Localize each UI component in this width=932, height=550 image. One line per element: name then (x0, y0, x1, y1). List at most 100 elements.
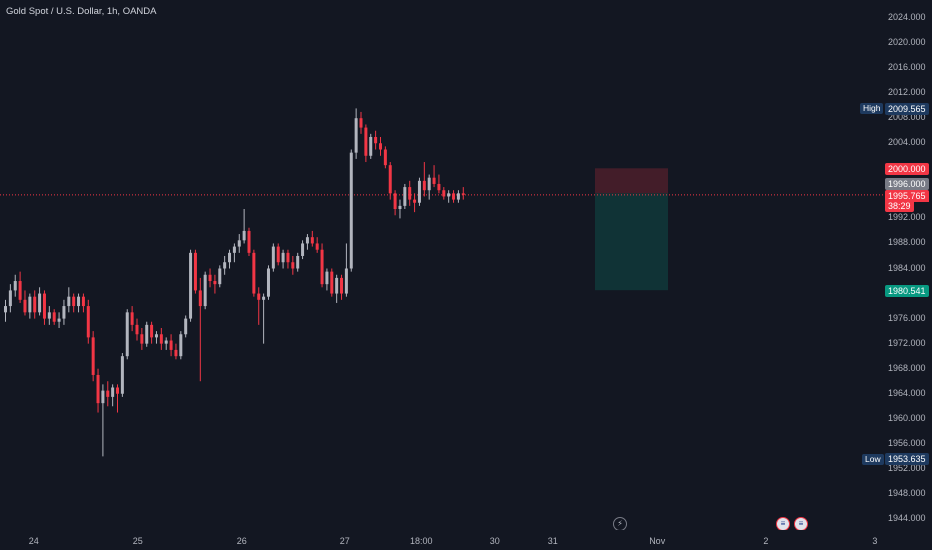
us-flag-icon[interactable]: ≡ (776, 517, 790, 530)
candle-body (417, 180, 421, 203)
candle-body (237, 240, 241, 247)
candle-body (437, 183, 441, 191)
candle-body (77, 296, 81, 307)
candle-body (184, 318, 188, 335)
price-tick-label: 1960.000 (888, 412, 926, 423)
time-tick-label: 30 (489, 536, 500, 546)
candle-body (447, 193, 451, 197)
candle-body (359, 118, 363, 128)
candle-body (413, 199, 417, 203)
candle-body (38, 293, 42, 313)
candle-body (305, 237, 309, 244)
candle-body (145, 324, 149, 344)
candle-body (96, 374, 100, 404)
candle-body (150, 324, 154, 338)
time-axis[interactable]: 24 25 26 27 18:00 30 31 Nov 2 3 (0, 530, 883, 550)
candle-body (33, 296, 37, 313)
candle-body (228, 252, 232, 263)
candle-body (257, 293, 261, 300)
candle-body (86, 306, 90, 338)
candle-body (47, 312, 51, 319)
symbol-legend[interactable]: Gold Spot / U.S. Dollar, 1h, OANDA (6, 6, 157, 17)
high-label: High (860, 103, 884, 114)
price-tick-label: 1948.000 (888, 487, 926, 498)
take-profit-price-tag: 1980.541 (885, 285, 929, 297)
candle-body (164, 340, 168, 344)
candle-body (364, 127, 368, 156)
candle-body (91, 337, 95, 375)
candle-body (111, 387, 115, 397)
candle-body (106, 390, 110, 397)
candle-body (213, 281, 217, 285)
candle-body (125, 312, 129, 357)
entry-price-tag: 1996.000 (885, 178, 929, 190)
candle-body (393, 193, 397, 210)
candle-body (223, 262, 227, 269)
candle-body (335, 277, 339, 294)
time-tick-label: 3 (872, 536, 878, 546)
candle-body (81, 296, 85, 307)
candle-body (271, 246, 275, 269)
candle-body (140, 334, 144, 344)
candle-body (28, 296, 32, 313)
chart-canvas[interactable] (0, 0, 883, 530)
price-tick-label: 2004.000 (888, 137, 926, 148)
bar-countdown: 38:29 (885, 200, 914, 212)
price-tick-label: 1964.000 (888, 387, 926, 398)
price-tick-label: 1956.000 (888, 437, 926, 448)
candle-body (281, 252, 285, 263)
candle-body (18, 281, 22, 300)
high-price-tag: 2009.565 (885, 103, 929, 115)
candle-body (208, 274, 212, 282)
candle-body (242, 230, 246, 241)
candle-body (203, 274, 207, 307)
candle-body (266, 268, 270, 297)
us-flag-icon[interactable]: ≡ (794, 517, 808, 530)
time-tick-label: 2 (763, 536, 769, 546)
candle-body (262, 296, 266, 300)
candle-body (67, 296, 71, 307)
price-tick-label: 2012.000 (888, 87, 926, 98)
candle-body (325, 271, 329, 285)
candle-body (232, 246, 236, 253)
price-tick-label: 1992.000 (888, 212, 926, 223)
candle-body (120, 356, 124, 394)
candle-body (189, 252, 193, 319)
candle-body (340, 277, 344, 294)
candle-body (13, 281, 17, 291)
price-tick-label: 1972.000 (888, 337, 926, 348)
candle-body (57, 318, 61, 322)
time-tick-label: 31 (547, 536, 558, 546)
candle-body (193, 252, 197, 291)
candle-body (174, 349, 178, 357)
chart-pane[interactable]: Gold Spot / U.S. Dollar, 1h, OANDA ⚡ ≡ ≡ (0, 0, 883, 530)
candle-body (252, 252, 256, 294)
price-axis[interactable]: 2024.000 2020.000 2016.000 2012.000 2008.000… (883, 0, 932, 550)
candle-body (310, 237, 314, 244)
candle-body (169, 340, 173, 350)
candle-body (218, 268, 222, 285)
lightning-icon[interactable]: ⚡ (613, 517, 627, 530)
candle-body (23, 299, 27, 313)
candle-body (135, 324, 139, 335)
stop-loss-zone (595, 168, 668, 194)
candle-body (383, 149, 387, 166)
time-tick-label: 18:00 (410, 536, 433, 546)
price-tick-label: 2008.000 (888, 112, 926, 123)
candle-body (369, 136, 373, 156)
candle-body (422, 180, 426, 191)
price-tick-label: 1944.000 (888, 513, 926, 523)
candle-body (4, 306, 7, 313)
candle-body (42, 293, 46, 319)
candle-body (330, 271, 334, 294)
time-tick-label: Nov (649, 536, 666, 546)
price-tick-label: 1984.000 (888, 262, 926, 273)
candle-body (388, 165, 392, 194)
candle-body (72, 296, 76, 307)
price-tick-label: 1952.000 (888, 462, 926, 473)
candle-body (442, 190, 446, 197)
time-tick-label: 24 (28, 536, 39, 546)
candle-body (398, 205, 402, 210)
candle-body (427, 177, 431, 191)
candle-body (320, 249, 324, 285)
